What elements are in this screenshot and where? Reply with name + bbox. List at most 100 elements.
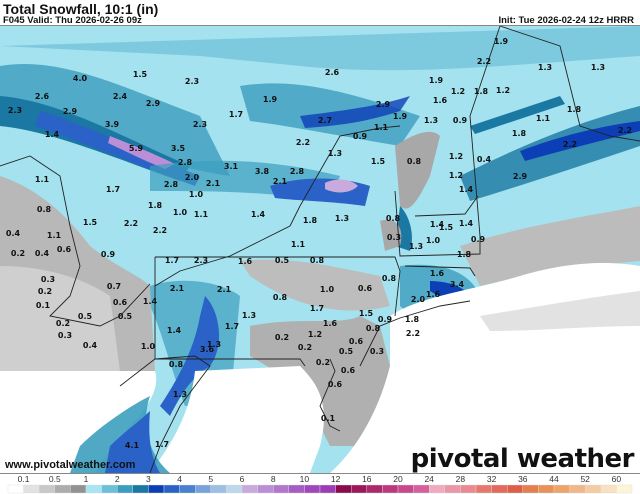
snowfall-value-label: 2.2: [477, 57, 491, 66]
colorbar-swatch: [85, 484, 102, 494]
snowfall-value-label: 0.9: [378, 315, 393, 324]
colorbar-swatch: [39, 484, 56, 494]
colorbar-tick-label: 36: [518, 474, 528, 484]
snowfall-value-label: 0.2: [275, 333, 289, 342]
snowfall-value-label: 2.2: [563, 140, 577, 149]
colorbar-tick-label: 0.1: [18, 474, 30, 484]
snowfall-value-label: 1.8: [405, 315, 420, 324]
colorbar-tick-label: 8: [271, 474, 276, 484]
snowfall-value-label: 1.1: [374, 123, 389, 132]
snowfall-value-label: 1.1: [291, 240, 306, 249]
snowfall-value-label: 1.3: [207, 340, 221, 349]
snowfall-value-label: 0.9: [453, 116, 468, 125]
colorbar-swatch: [444, 484, 461, 494]
colorbar-swatch: [616, 484, 633, 494]
snowfall-value-label: 1.6: [323, 319, 338, 328]
colorbar-swatch: [538, 484, 555, 494]
colorbar-tick-label: 44: [549, 474, 559, 484]
colorbar-swatch: [569, 484, 586, 494]
snowfall-value-label: 0.8: [169, 360, 184, 369]
snowfall-value-label: 1.0: [320, 285, 335, 294]
snowfall-value-label: 2.8: [290, 167, 305, 176]
snowfall-value-label: 0.2: [298, 343, 312, 352]
snowfall-value-label: 1.7: [229, 110, 243, 119]
snowfall-value-label: 0.1: [36, 301, 51, 310]
snowfall-value-label: 1.4: [45, 130, 60, 139]
snowfall-value-label: 0.4: [6, 229, 21, 238]
colorbar-swatch: [397, 484, 414, 494]
snowfall-value-label: 0.6: [328, 380, 343, 389]
snowfall-value-label: 0.8: [386, 214, 401, 223]
snowfall-value-label: 0.3: [41, 275, 55, 284]
snowfall-value-label: 1.8: [567, 105, 582, 114]
colorbar-swatch: [429, 484, 446, 494]
snowfall-value-label: 0.6: [358, 284, 373, 293]
colorbar-tick-label: 10: [300, 474, 310, 484]
snowfall-value-label: 1.4: [143, 297, 158, 306]
snowfall-value-label: 0.6: [113, 298, 128, 307]
snowfall-value-label: 1.2: [308, 330, 322, 339]
colorbar-swatch: [163, 484, 180, 494]
snowfall-value-label: 2.2: [618, 126, 632, 135]
snowfall-value-label: 1.7: [155, 440, 169, 449]
snowfall-value-label: 2.3: [193, 120, 207, 129]
snowfall-value-label: 3.6: [200, 345, 215, 354]
snowfall-value-label: 0.8: [382, 274, 397, 283]
colorbar-swatch: [148, 484, 165, 494]
snowfall-value-label: 0.8: [310, 256, 325, 265]
snowfall-value-label: 2.3: [185, 77, 199, 86]
snowfall-value-label: 1.9: [494, 37, 509, 46]
colorbar-swatch: [194, 484, 211, 494]
snowfall-value-label: 1.1: [35, 175, 50, 184]
snowfall-value-label: 2.2: [296, 138, 310, 147]
snowfall-value-label: 2.8: [164, 180, 179, 189]
snowfall-value-label: 2.6: [35, 92, 50, 101]
snowfall-value-label: 0.3: [387, 233, 401, 242]
snowfall-value-label: 0.2: [38, 287, 52, 296]
snowfall-value-label: 1.3: [335, 214, 349, 223]
colorbar-tick-label: 1: [84, 474, 89, 484]
snowfall-value-label: 1.3: [409, 242, 423, 251]
snowfall-value-label: 0.6: [57, 245, 72, 254]
init-time: Init: Tue 2026-02-24 12z HRRR: [498, 15, 634, 26]
snowfall-value-label: 1.6: [430, 269, 445, 278]
snowfall-value-label: 4.1: [125, 441, 140, 450]
colorbar-tick-label: 32: [487, 474, 497, 484]
snowfall-value-labels: 4.0 1.52.32.62.3 2.92.42.93.91.45.9 3.52.82…: [6, 37, 632, 450]
snowfall-value-label: 1.4: [430, 220, 445, 229]
colorbar-swatch: [54, 484, 71, 494]
snowfall-value-label: 0.9: [353, 132, 368, 141]
colorbar-swatch: [210, 484, 227, 494]
colorbar-swatch: [257, 484, 274, 494]
colorbar-swatch: [366, 484, 383, 494]
colorbar-tick-label: 6: [240, 474, 245, 484]
snowfall-value-label: 1.3: [591, 63, 605, 72]
snowfall-value-label: 1.9: [429, 76, 444, 85]
snowfall-value-label: 2.7: [318, 116, 332, 125]
snowfall-value-label: 1.3: [242, 311, 256, 320]
snowfall-value-label: 1.1: [47, 231, 62, 240]
snowfall-value-label: 0.2: [56, 319, 70, 328]
snowfall-value-label: 3.4: [450, 280, 465, 289]
website-watermark: www.pivotalweather.com: [5, 459, 136, 471]
colorbar-swatch: [304, 484, 321, 494]
snowfall-value-label: 1.6: [426, 290, 441, 299]
snowfall-value-label: 0.2: [316, 358, 330, 367]
snowfall-value-label: 0.5: [78, 312, 93, 321]
snowfall-value-label: 1.9: [263, 95, 278, 104]
snowfall-value-label: 2.9: [376, 100, 391, 109]
colorbar-swatch: [522, 484, 539, 494]
snowfall-value-label: 2.9: [513, 172, 528, 181]
snowfall-value-label: 2.8: [178, 158, 193, 167]
snowfall-value-label: 1.8: [303, 216, 318, 225]
snowfall-value-label: 2.1: [273, 177, 288, 186]
snowfall-value-label: 1.0: [141, 342, 156, 351]
snowfall-value-label: 1.5: [439, 223, 454, 232]
colorbar-swatch: [413, 484, 430, 494]
snowfall-value-label: 0.1: [321, 414, 336, 423]
snowfall-map[interactable]: 4.0 1.52.32.62.3 2.92.42.93.91.45.9 3.52.82…: [0, 25, 640, 474]
snowfall-value-label: 2.0: [185, 173, 200, 182]
colorbar-swatch: [351, 484, 368, 494]
colorbar-tick-label: 16: [362, 474, 372, 484]
snowfall-value-label: 0.5: [339, 347, 354, 356]
